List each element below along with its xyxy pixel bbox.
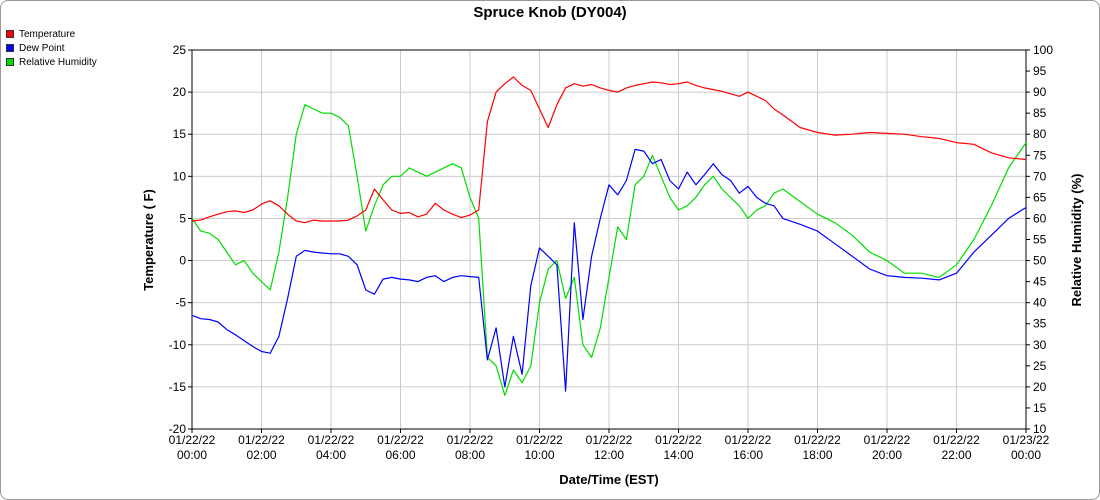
series-lines — [191, 76, 1027, 396]
right-axis-title: Relative Humidity (%) — [1069, 174, 1084, 307]
right-tick-label: 75 — [1033, 148, 1047, 162]
left-tick-label: -20 — [169, 422, 187, 436]
right-tick-label: 10 — [1033, 422, 1047, 436]
x-tick-date: 01/22/22 — [377, 433, 424, 447]
series-line-temperature — [191, 76, 1027, 224]
x-tick-time: 00:00 — [1011, 448, 1041, 462]
grid — [191, 49, 1027, 430]
x-tick-date: 01/22/22 — [238, 433, 285, 447]
x-tick-date: 01/22/22 — [725, 433, 772, 447]
right-tick-label: 50 — [1033, 254, 1047, 268]
right-tick-label: 85 — [1033, 106, 1047, 120]
x-tick-date: 01/22/22 — [794, 433, 841, 447]
x-tick-date: 01/22/22 — [933, 433, 980, 447]
right-tick-label: 60 — [1033, 211, 1047, 225]
legend-swatch-dew-point — [6, 44, 14, 52]
left-tick-label: 0 — [179, 254, 186, 268]
x-tick-time: 22:00 — [941, 448, 971, 462]
x-tick-time: 06:00 — [385, 448, 415, 462]
legend-swatch-relative-humidity — [6, 58, 14, 66]
left-tick-label: -15 — [169, 380, 187, 394]
left-axis-ticks: 25 20 15 10 5 0 -5 -10 -15 -20 — [169, 43, 192, 436]
x-axis-title: Date/Time (EST) — [559, 472, 658, 487]
right-tick-label: 100 — [1033, 43, 1053, 57]
series-line-dew-point — [191, 148, 1027, 392]
right-tick-label: 35 — [1033, 317, 1047, 331]
x-tick-time: 14:00 — [663, 448, 693, 462]
x-tick-date: 01/22/22 — [169, 433, 216, 447]
x-tick-date: 01/23/22 — [1003, 433, 1050, 447]
right-tick-label: 45 — [1033, 275, 1047, 289]
chart-title: Spruce Knob (DY004) — [473, 4, 627, 21]
x-tick-time: 08:00 — [455, 448, 485, 462]
left-tick-label: 5 — [179, 211, 186, 225]
legend-label-dew-point: Dew Point — [19, 42, 65, 54]
right-tick-label: 65 — [1033, 190, 1047, 204]
left-tick-label: 20 — [173, 85, 187, 99]
x-tick-date: 01/22/22 — [516, 433, 563, 447]
right-tick-label: 25 — [1033, 359, 1047, 373]
x-tick-date: 01/22/22 — [308, 433, 355, 447]
x-tick-time: 10:00 — [524, 448, 554, 462]
x-tick-time: 16:00 — [733, 448, 763, 462]
legend: Temperature Dew Point Relative Humidity — [6, 27, 97, 69]
x-tick-time: 02:00 — [246, 448, 276, 462]
left-tick-label: -5 — [175, 296, 186, 310]
legend-label-relative-humidity: Relative Humidity — [19, 56, 97, 68]
x-tick-time: 18:00 — [802, 448, 832, 462]
series-line-relative-humidity — [191, 104, 1027, 396]
x-tick-date: 01/22/22 — [655, 433, 702, 447]
right-tick-label: 70 — [1033, 169, 1047, 183]
legend-item-temperature: Temperature — [6, 27, 97, 41]
right-tick-label: 55 — [1033, 233, 1047, 247]
left-tick-label: -10 — [169, 338, 187, 352]
legend-label-temperature: Temperature — [19, 28, 76, 40]
x-tick-date: 01/22/22 — [586, 433, 633, 447]
left-tick-label: 25 — [173, 43, 187, 57]
x-tick-time: 12:00 — [594, 448, 624, 462]
right-axis-ticks: 100 95 90 85 80 75 70 65 60 55 50 45 40 35 30 25 20 15 10 — [1026, 43, 1053, 436]
right-tick-label: 95 — [1033, 64, 1047, 78]
right-tick-label: 30 — [1033, 338, 1047, 352]
left-axis-title: Temperature ( F) — [141, 189, 156, 291]
legend-item-dew-point: Dew Point — [6, 41, 97, 55]
x-tick-time: 00:00 — [177, 448, 207, 462]
x-axis-ticks: 01/22/2200:0001/22/2202:0001/22/2204:000… — [169, 429, 1050, 462]
x-tick-time: 20:00 — [872, 448, 902, 462]
legend-swatch-temperature — [6, 30, 14, 38]
x-tick-date: 01/22/22 — [864, 433, 911, 447]
right-tick-label: 80 — [1033, 127, 1047, 141]
left-tick-label: 10 — [173, 169, 187, 183]
right-tick-label: 15 — [1033, 401, 1047, 415]
right-tick-label: 20 — [1033, 380, 1047, 394]
right-tick-label: 40 — [1033, 296, 1047, 310]
x-tick-time: 04:00 — [316, 448, 346, 462]
right-tick-label: 90 — [1033, 85, 1047, 99]
left-tick-label: 15 — [173, 127, 187, 141]
x-tick-date: 01/22/22 — [447, 433, 494, 447]
legend-item-relative-humidity: Relative Humidity — [6, 55, 97, 69]
